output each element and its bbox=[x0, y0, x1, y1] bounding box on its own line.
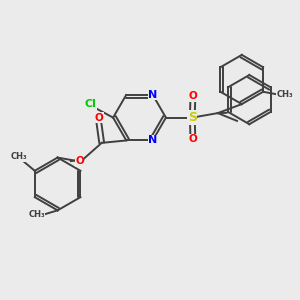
Text: N: N bbox=[148, 136, 157, 146]
Text: O: O bbox=[188, 91, 197, 101]
Text: CH₃: CH₃ bbox=[28, 210, 45, 219]
Text: CH₃: CH₃ bbox=[277, 90, 293, 99]
Text: O: O bbox=[94, 113, 103, 123]
Text: CH₃: CH₃ bbox=[10, 152, 27, 161]
Text: Cl: Cl bbox=[85, 99, 97, 109]
Text: O: O bbox=[75, 157, 84, 166]
Text: N: N bbox=[148, 90, 157, 100]
Text: O: O bbox=[188, 134, 197, 144]
Text: S: S bbox=[188, 111, 197, 124]
